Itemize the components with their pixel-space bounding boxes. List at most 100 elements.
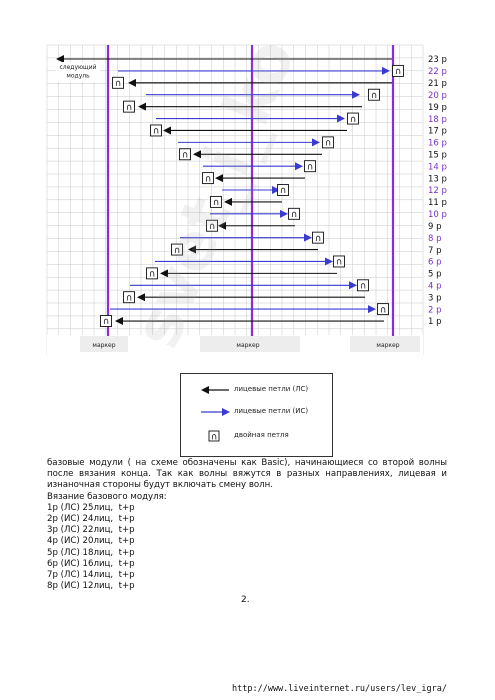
row-instruction: 5р (ЛС) 18лиц, t+p	[47, 547, 135, 558]
row-label: 3 р	[428, 293, 442, 303]
arrow-head	[368, 305, 376, 314]
row-label: 4 р	[428, 281, 442, 291]
row-label: 22 р	[428, 67, 447, 77]
double-loop-icon: ∩	[312, 231, 324, 244]
row-instruction: 6р (ИС) 16лиц, t+p	[47, 558, 135, 569]
arrow-head	[115, 317, 123, 326]
row-label: 15 р	[428, 150, 447, 160]
double-loop-icon: ∩	[210, 195, 222, 208]
row-label: 18 р	[428, 115, 447, 125]
footer-url: http://www.liveinternet.ru/users/lev_igr…	[232, 684, 447, 694]
svg-text:∩: ∩	[315, 234, 322, 244]
arrow-head	[224, 197, 232, 206]
intro-paragraph: базовые модули ( на схеме обозначены как…	[47, 458, 447, 491]
double-loop-icon: ∩	[123, 100, 135, 113]
marker-label: маркер	[376, 342, 399, 349]
double-loop-icon: ∩	[146, 267, 158, 280]
row-instruction: 7р (ЛС) 14лиц, t+p	[47, 570, 135, 581]
svg-text:∩: ∩	[126, 103, 133, 113]
black-arrow-icon	[201, 386, 229, 394]
arrow-head	[352, 90, 360, 99]
svg-text:∩: ∩	[380, 305, 387, 315]
blue-arrow-icon	[201, 408, 230, 416]
double-loop-icon: ∩	[333, 255, 345, 268]
marker-label: маркер	[236, 342, 259, 349]
arrow-head	[218, 221, 226, 230]
next-module-label-bg	[56, 62, 100, 82]
legend-item-double-loop: ∩ двойная петля	[181, 428, 332, 446]
double-loop-icon: ∩	[206, 219, 218, 232]
legend-item-ws: лицевые петли (ИС)	[181, 404, 332, 422]
arrow-head	[337, 114, 345, 123]
section-heading: Вязание базового модуля:	[47, 491, 167, 502]
double-loop-icon: ∩	[171, 243, 183, 256]
arrow-head	[138, 102, 146, 111]
arrow-head	[325, 257, 333, 266]
row-label: 23 р	[428, 55, 447, 65]
svg-text:∩: ∩	[182, 150, 189, 160]
svg-text:∩: ∩	[350, 115, 357, 125]
row-label: 19 р	[428, 103, 447, 113]
svg-text:∩: ∩	[371, 91, 378, 101]
double-loop-icon: ∩	[347, 112, 359, 125]
svg-text:∩: ∩	[174, 246, 181, 256]
double-loop-icon: ∩	[392, 64, 404, 77]
double-loop-icon: ∩	[304, 160, 316, 172]
arrow-head	[215, 174, 223, 183]
row-instruction: 4р (ИС) 20лиц, t+p	[47, 536, 135, 547]
svg-text:∩: ∩	[211, 433, 218, 443]
row-label: 6 р	[428, 258, 442, 268]
arrow-head	[128, 78, 136, 87]
body-text: базовые модули ( на схеме обозначены как…	[47, 458, 447, 592]
svg-text:∩: ∩	[103, 317, 110, 327]
chart-texts: маркер маркер маркер следующий модуль	[56, 62, 400, 349]
arrow-head	[295, 162, 303, 171]
double-loop-icon: ∩	[377, 303, 389, 315]
double-loop-icon: ∩	[357, 279, 369, 291]
arrow-head	[304, 233, 312, 242]
next-module-label: модуль	[66, 73, 90, 80]
arrow-head	[137, 293, 145, 302]
double-loop-icon: ∩	[202, 172, 214, 184]
svg-text:∩: ∩	[360, 281, 367, 291]
row-label: 10 р	[428, 210, 447, 220]
row-label: 14 р	[428, 162, 447, 172]
marker-label-bg	[80, 336, 128, 352]
svg-text:∩: ∩	[325, 139, 332, 149]
double-loop-icon: ∩	[112, 76, 124, 89]
marker-label: маркер	[92, 342, 115, 349]
double-loop-icon: ∩	[150, 124, 162, 137]
double-loop-icon: ∩	[322, 136, 334, 149]
chart-arrows	[56, 55, 392, 326]
svg-text:∩: ∩	[153, 127, 160, 137]
row-instruction: 2р (ИС) 24лиц, t+p	[47, 514, 135, 525]
row-label: 13 р	[428, 174, 447, 184]
svg-text:∩: ∩	[336, 258, 343, 268]
svg-text:∩: ∩	[115, 79, 122, 89]
legend-item-rs: лицевые петли (ЛС)	[181, 382, 332, 400]
legend-label-ws: лицевые петли (ИС)	[234, 407, 309, 415]
row-label: 16 р	[428, 139, 447, 149]
arrow-head	[382, 66, 390, 75]
arrow-head	[160, 269, 168, 278]
row-instruction: 8р (ИС) 12лиц, t+p	[47, 581, 135, 592]
row-label: 21 р	[428, 79, 447, 89]
arrow-head	[312, 138, 320, 147]
chart-grid	[46, 44, 424, 355]
legend: лицевые петли (ЛС) лицевые петли (ИС) ∩ …	[180, 373, 333, 457]
row-label: 7 р	[428, 246, 442, 256]
next-module-label: следующий	[59, 64, 96, 71]
arrow-head	[163, 126, 171, 135]
row-label: 1 р	[428, 317, 442, 327]
svg-text:∩: ∩	[149, 270, 156, 280]
knitting-chart: ∩ ∩ ∩ ∩ ∩ ∩ ∩ ∩ ∩ ∩ ∩ ∩ ∩ ∩ ∩ ∩ ∩ ∩ ∩ ∩ ∩ ∩ 23 р 22 р 21 р 20 р 1…	[46, 44, 447, 355]
svg-text:∩: ∩	[291, 210, 298, 220]
arrow-head	[280, 209, 288, 218]
svg-text:∩: ∩	[395, 67, 402, 77]
svg-text:∩: ∩	[205, 174, 212, 184]
marker-label-bg	[350, 336, 420, 352]
arrow-head	[272, 186, 280, 195]
arrow-head	[188, 245, 196, 254]
row-label: 8 р	[428, 234, 442, 244]
double-loop-icon: ∩	[368, 88, 380, 101]
